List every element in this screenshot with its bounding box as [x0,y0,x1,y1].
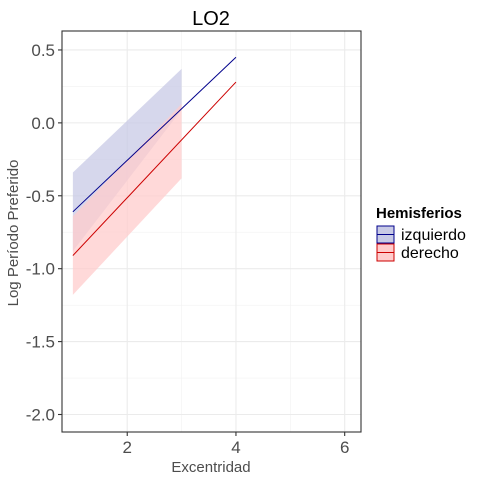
line-layer [72,56,237,256]
confidence-band-derecho [72,103,182,295]
y-tick-label: 0.5 [31,41,55,60]
y-tick-label: -2.0 [26,406,55,425]
y-tick-label: -1.0 [26,260,55,279]
grid-layer [62,31,361,432]
legend-title: Hemisferios [376,205,462,222]
legend-label-izquierdo: izquierdo [401,227,466,244]
series-line-izquierdo [72,56,237,213]
tick-layer: 2 4 6 0.5 0.0 -0.5 -1.0 -1.5 -2.0 [26,41,350,457]
y-tick-label: -0.5 [26,187,55,206]
series-line-derecho [72,81,237,256]
y-tick-label: 0.0 [31,114,55,133]
chart-title: LO2 [192,8,230,30]
y-axis-title: Log Período Preferido [5,160,22,307]
x-tick-label: 2 [123,438,132,457]
x-tick-label: 6 [340,438,349,457]
plot-border [61,30,362,433]
legend-label-derecho: derecho [401,245,459,262]
x-tick-label: 4 [231,438,240,457]
y-tick-label: -1.5 [26,333,55,352]
x-axis-title: Excentridad [171,459,250,476]
